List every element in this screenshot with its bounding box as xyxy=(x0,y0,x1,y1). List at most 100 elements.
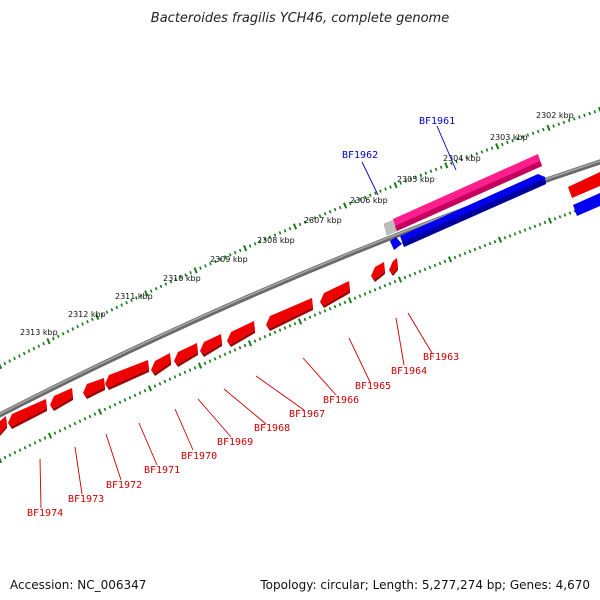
minor-tick xyxy=(508,234,512,238)
gene-label-bf1965[interactable]: BF1965 xyxy=(355,381,391,392)
gene-label-bf1962[interactable]: BF1962 xyxy=(342,150,378,161)
gene-arrow-shadow xyxy=(227,330,255,347)
gene-arrow-reverse[interactable] xyxy=(320,281,350,305)
gene-arrow-reverse[interactable] xyxy=(0,416,7,433)
minor-tick xyxy=(583,113,586,117)
minor-tick xyxy=(413,271,417,276)
major-tick xyxy=(47,432,53,439)
minor-tick xyxy=(513,232,517,236)
minor-tick xyxy=(174,277,178,282)
gene-label-bf1968[interactable]: BF1968 xyxy=(254,423,290,434)
minor-tick xyxy=(572,117,576,121)
minor-tick xyxy=(38,438,42,443)
gene-label-bf1961[interactable]: BF1961 xyxy=(419,116,455,127)
minor-tick xyxy=(428,265,432,270)
leader-line xyxy=(395,317,405,366)
minor-tick xyxy=(88,414,92,419)
minor-tick xyxy=(184,273,188,277)
minor-tick xyxy=(343,300,347,305)
minor-tick xyxy=(384,187,387,191)
kbp-label: 2310 kbp xyxy=(163,274,201,283)
minor-tick xyxy=(228,253,232,257)
gene-arrow-edge-blue xyxy=(573,193,600,216)
minor-tick xyxy=(283,229,287,233)
gene-label-bf1967[interactable]: BF1967 xyxy=(289,409,325,420)
gene-label-bf1964[interactable]: BF1964 xyxy=(391,366,427,377)
gene-label-bf1971[interactable]: BF1971 xyxy=(144,465,180,476)
minor-tick xyxy=(63,426,67,431)
gene-label-bf1963[interactable]: BF1963 xyxy=(423,352,459,363)
gene-label-bf1969[interactable]: BF1969 xyxy=(217,437,253,448)
gene-arrow-reverse[interactable] xyxy=(227,321,255,344)
minor-tick xyxy=(209,262,212,266)
gene-label-bf1973[interactable]: BF1973 xyxy=(68,494,104,505)
gene-arrow-edge-red xyxy=(568,172,600,198)
accession-label: Accession: NC_006347 xyxy=(10,578,147,592)
minor-tick xyxy=(323,309,327,313)
gene-arrow-reverse[interactable] xyxy=(105,360,149,387)
major-tick xyxy=(547,217,553,224)
leader-line xyxy=(105,433,122,481)
minor-tick xyxy=(373,288,377,292)
minor-tick xyxy=(218,257,222,261)
gene-arrow-reverse[interactable] xyxy=(371,262,385,279)
gene-arrow-reverse[interactable] xyxy=(83,378,105,396)
minor-tick xyxy=(453,255,457,260)
gene-arrow-reverse[interactable] xyxy=(151,353,171,373)
minor-tick xyxy=(553,217,557,221)
gene-arrow-shadow xyxy=(174,352,198,367)
gene-arrow-shadow xyxy=(83,387,105,399)
minor-tick xyxy=(22,351,26,356)
minor-tick xyxy=(263,237,267,242)
minor-tick xyxy=(563,213,567,217)
inner-tick-ring xyxy=(0,198,600,464)
minor-tick xyxy=(273,233,277,237)
minor-tick xyxy=(328,307,332,311)
minor-tick xyxy=(203,361,207,365)
leader-line xyxy=(174,408,194,451)
minor-tick xyxy=(433,263,437,268)
gene-arrow-reverse[interactable] xyxy=(389,258,398,273)
minor-tick xyxy=(455,159,458,164)
gene-arrow-shadow xyxy=(8,408,47,429)
major-tick xyxy=(292,223,298,230)
minor-tick xyxy=(423,267,427,272)
gene-arrow-reverse[interactable] xyxy=(200,334,222,354)
major-tick xyxy=(497,236,503,243)
minor-tick xyxy=(414,175,418,179)
gene-arrow-reverse[interactable] xyxy=(8,399,47,426)
minor-tick xyxy=(338,205,342,210)
minor-tick xyxy=(71,327,75,331)
minor-tick xyxy=(68,424,72,428)
minor-tick xyxy=(27,349,31,353)
minor-tick xyxy=(258,337,262,341)
minor-tick xyxy=(273,330,277,334)
gene-label-bf1974[interactable]: BF1974 xyxy=(27,508,63,519)
kbp-label: 2308 kbp xyxy=(257,236,295,245)
minor-tick xyxy=(123,398,127,402)
minor-tick xyxy=(288,226,292,231)
minor-tick xyxy=(363,292,367,296)
minor-tick xyxy=(399,181,402,185)
major-tick xyxy=(393,181,398,189)
minor-tick xyxy=(478,245,482,250)
gene-label-bf1966[interactable]: BF1966 xyxy=(323,395,359,406)
gene-arrow-reverse[interactable] xyxy=(174,343,198,364)
minor-tick xyxy=(158,382,162,386)
minor-tick xyxy=(164,282,168,286)
minor-tick xyxy=(531,131,535,135)
minor-tick xyxy=(429,169,433,173)
minor-tick xyxy=(188,368,192,372)
minor-tick xyxy=(100,312,104,317)
minor-tick xyxy=(76,324,80,329)
gene-label-bf1972[interactable]: BF1972 xyxy=(106,480,142,491)
gene-label-bf1970[interactable]: BF1970 xyxy=(181,451,217,462)
gene-arrow-reverse[interactable] xyxy=(266,298,313,328)
leader-line xyxy=(436,125,457,171)
gene-arrow-reverse[interactable] xyxy=(50,388,73,408)
minor-tick xyxy=(308,218,312,222)
leader-line xyxy=(361,161,379,196)
kbp-label: 2306 kbp xyxy=(350,196,388,205)
major-tick xyxy=(495,143,500,150)
